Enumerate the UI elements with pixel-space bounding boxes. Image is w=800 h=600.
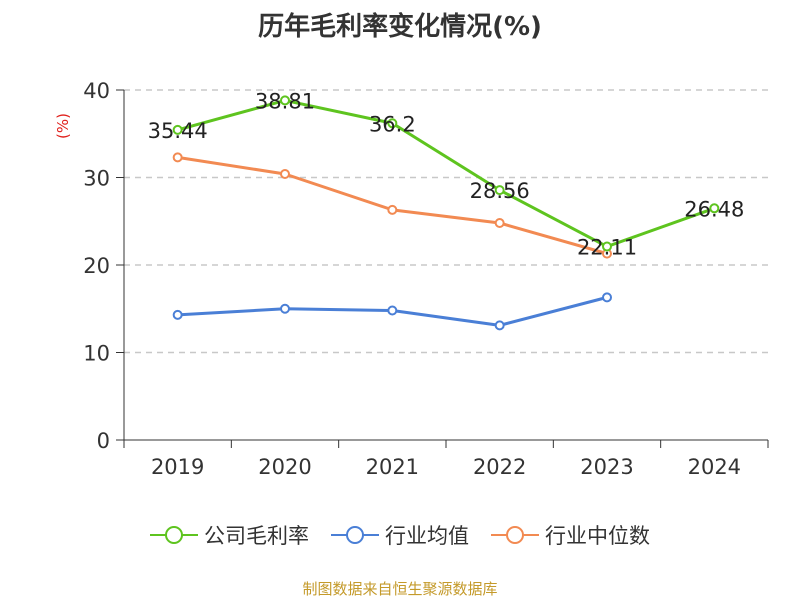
data-point xyxy=(387,118,398,129)
data-label: 35.44 xyxy=(148,119,208,143)
y-tick-label: 10 xyxy=(83,342,110,366)
data-point xyxy=(280,169,290,179)
legend-label-industry-average: 行业均值 xyxy=(385,524,469,548)
data-label: 26.48 xyxy=(684,197,744,221)
legend-item-industry-median[interactable]: 行业中位数 xyxy=(491,520,650,550)
legend-swatch-industry-median xyxy=(491,526,539,544)
data-label: 36.2 xyxy=(369,112,416,136)
data-point xyxy=(280,95,290,106)
data-point xyxy=(280,303,290,314)
data-label: 22.11 xyxy=(577,236,637,260)
legend-item-company[interactable]: 公司毛利率 xyxy=(150,520,309,550)
data-point xyxy=(709,203,720,214)
series-line-0 xyxy=(177,98,715,249)
y-tick-label: 30 xyxy=(83,167,110,191)
legend-swatch-industry-average xyxy=(331,526,379,544)
data-point xyxy=(602,292,612,303)
legend-label-company: 公司毛利率 xyxy=(204,524,309,548)
data-point xyxy=(494,320,505,331)
x-tick-label: 2021 xyxy=(366,455,419,479)
x-tick-label: 2020 xyxy=(258,455,311,479)
y-tick-label: 0 xyxy=(97,429,110,453)
y-axis-label: (%) xyxy=(54,113,72,139)
data-point xyxy=(494,185,505,196)
data-point xyxy=(172,309,183,320)
data-point xyxy=(602,241,612,252)
legend-item-industry-average[interactable]: 行业均值 xyxy=(331,520,469,550)
data-label: 28.56 xyxy=(470,179,530,203)
data-point xyxy=(494,218,505,228)
data-label: 38.81 xyxy=(255,89,315,113)
data-point xyxy=(387,305,398,316)
y-tick-label: 20 xyxy=(83,254,110,278)
x-tick-label: 2019 xyxy=(151,455,204,479)
x-tick-label: 2022 xyxy=(473,455,526,479)
x-tick-label: 2023 xyxy=(580,455,633,479)
legend-label-industry-median: 行业中位数 xyxy=(545,524,650,548)
data-source-note: 制图数据来自恒生聚源数据库 xyxy=(302,580,498,598)
x-tick-label: 2024 xyxy=(688,455,741,479)
data-point xyxy=(172,124,183,135)
data-point xyxy=(387,204,398,215)
y-tick-label: 40 xyxy=(83,79,110,103)
legend: 公司毛利率 行业均值 行业中位数 xyxy=(0,520,800,550)
data-point xyxy=(172,152,183,163)
legend-swatch-company xyxy=(150,526,198,544)
chart-title: 历年毛利率变化情况(%) xyxy=(258,12,542,42)
